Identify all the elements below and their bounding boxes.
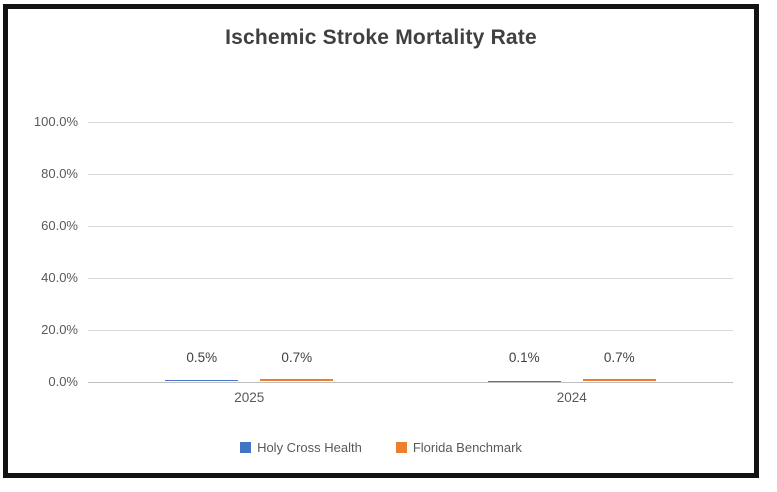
plot-area xyxy=(88,122,733,383)
holy-cross-health-data-label-2025: 0.5% xyxy=(186,350,218,365)
legend-swatch-icon xyxy=(395,442,407,453)
legend: Holy Cross Health Florida Benchmark xyxy=(0,440,762,455)
gridline xyxy=(88,174,733,175)
florida-benchmark-bar-2025 xyxy=(260,379,334,381)
legend-swatch-icon xyxy=(240,442,252,453)
gridline xyxy=(88,122,733,123)
y-axis-tick-label: 60.0% xyxy=(41,218,78,233)
chart-frame xyxy=(3,4,759,478)
y-axis-tick-label: 20.0% xyxy=(41,322,78,337)
gridline xyxy=(88,330,733,331)
legend-label: Florida Benchmark xyxy=(412,440,522,455)
holy-cross-health-bar-2025 xyxy=(165,379,239,381)
legend-item-holy-cross-health: Holy Cross Health xyxy=(240,440,362,455)
florida-benchmark-data-label-2024: 0.7% xyxy=(603,350,635,365)
legend-item-florida-benchmark: Florida Benchmark xyxy=(395,440,522,455)
chart-title: Ischemic Stroke Mortality Rate xyxy=(225,26,537,49)
y-axis-tick-label: 0.0% xyxy=(48,374,78,389)
gridline xyxy=(88,226,733,227)
y-axis-tick-label: 100.0% xyxy=(33,114,78,129)
florida-benchmark-bar-2024 xyxy=(582,379,656,381)
gridline xyxy=(88,278,733,279)
holy-cross-health-data-label-2024: 0.1% xyxy=(508,350,540,365)
y-axis-tick-label: 80.0% xyxy=(41,166,78,181)
florida-benchmark-data-label-2025: 0.7% xyxy=(281,350,313,365)
x-axis-category-label: 2025 xyxy=(234,390,265,405)
x-axis-line xyxy=(88,382,733,383)
y-axis-tick-label: 40.0% xyxy=(41,270,78,285)
x-axis-category-label: 2024 xyxy=(556,390,587,405)
legend-label: Holy Cross Health xyxy=(257,440,362,455)
